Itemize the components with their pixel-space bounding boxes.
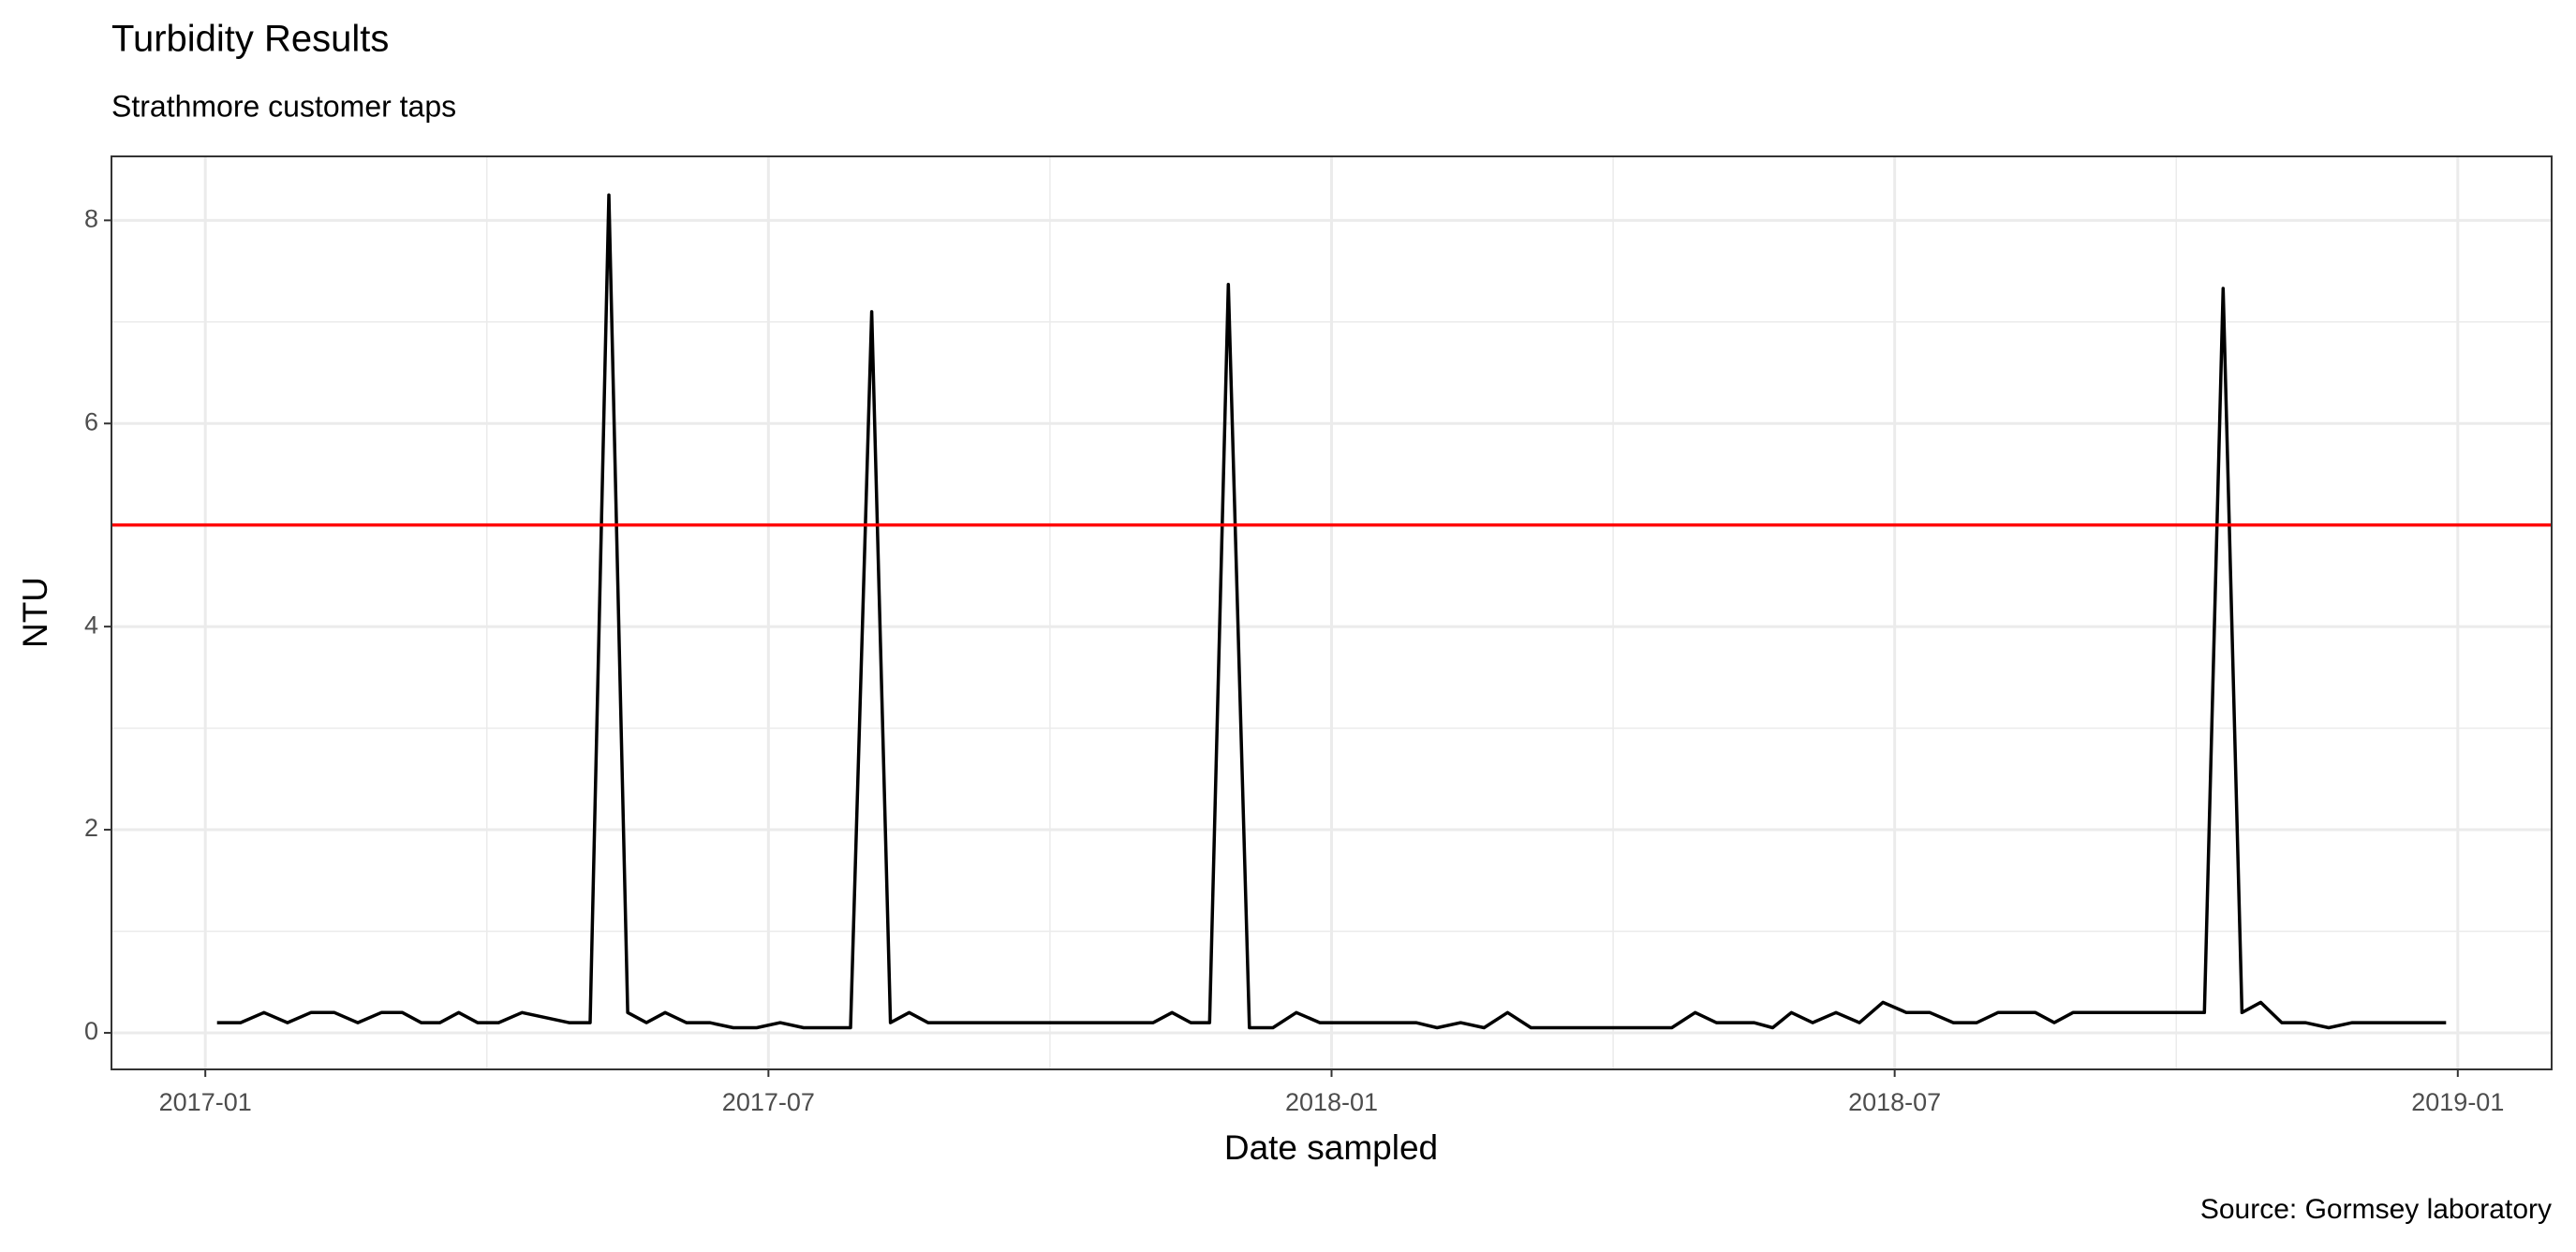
chart-subtitle: Strathmore customer taps (111, 89, 456, 123)
y-tick-label: 0 (84, 1017, 98, 1045)
x-tick-label: 2018-07 (1848, 1088, 1941, 1116)
caption: Source: Gormsey laboratory (2200, 1194, 2552, 1225)
chart-title: Turbidity Results (111, 19, 389, 60)
x-tick-label: 2018-01 (1285, 1088, 1378, 1116)
y-tick-label: 2 (84, 814, 98, 842)
y-tick-label: 8 (84, 204, 98, 232)
plot-border (111, 155, 2553, 1070)
y-axis-title: NTU (16, 577, 54, 648)
x-tick-label: 2019-01 (2411, 1088, 2504, 1116)
x-tick-label: 2017-07 (722, 1088, 815, 1116)
x-tick-label: 2017-01 (159, 1088, 252, 1116)
data-line (216, 193, 2447, 1030)
y-tick-label: 4 (84, 611, 98, 639)
y-tick-label: 6 (84, 407, 98, 435)
x-axis-title: Date sampled (1224, 1128, 1438, 1167)
